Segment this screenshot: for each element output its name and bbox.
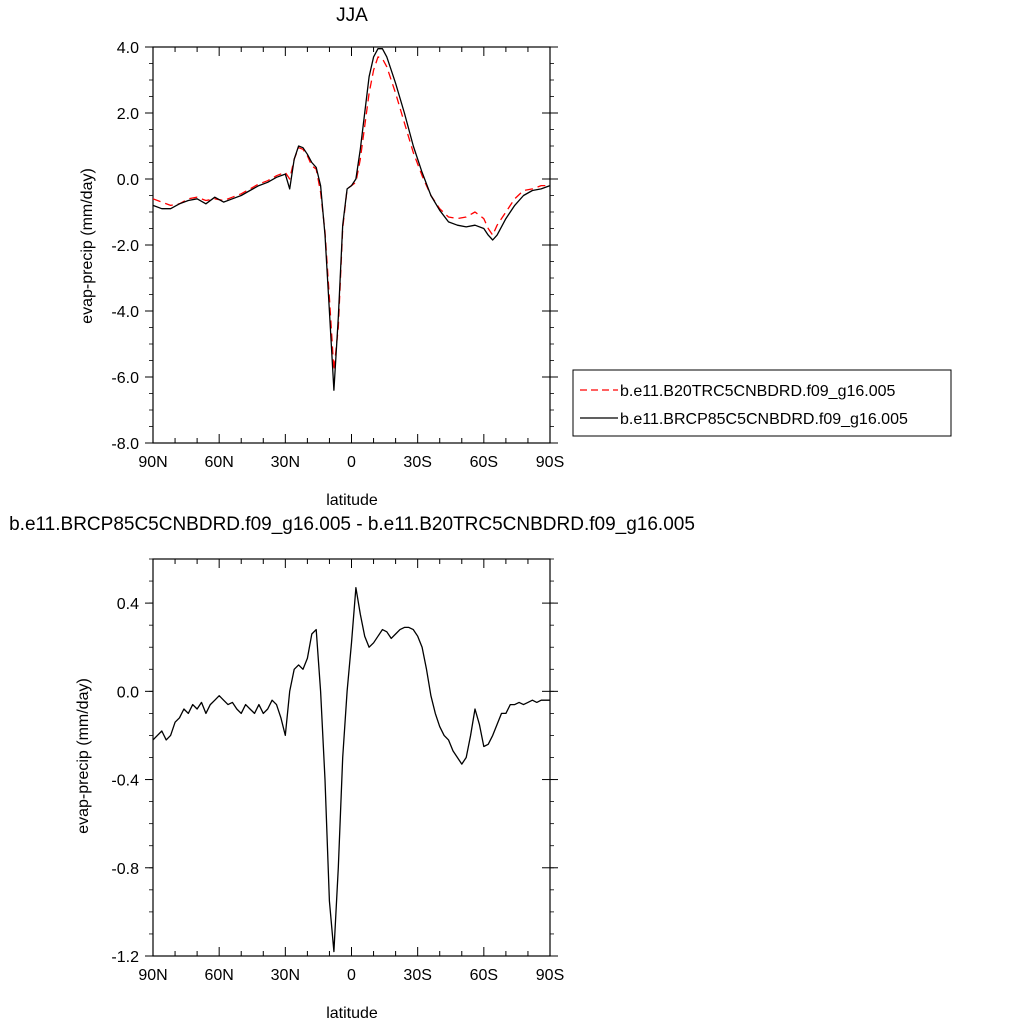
- top-x-tick-label: 30N: [271, 454, 300, 471]
- bottom-panel: b.e11.BRCP85C5CNBDRD.f09_g16.005 - b.e11…: [9, 514, 695, 1022]
- top-y-tick-label: -2.0: [111, 238, 139, 255]
- bottom-series-line-0: [152, 587, 550, 953]
- bottom-plot-frame: [152, 558, 551, 957]
- bottom-y-tick-label: 0.0: [117, 684, 139, 701]
- bottom-x-tick-label: 30N: [271, 967, 300, 984]
- bottom-plot-area: 90N 60N 30N 0 30S 60S 90S -1.2 -0.8 -0.4 0.0 0.4: [111, 558, 564, 984]
- top-series-line-1: [152, 48, 551, 391]
- top-x-tick-label: 60S: [470, 454, 498, 471]
- legend-label-historical: b.e11.B20TRC5CNBDRD.f09_g16.005: [620, 383, 896, 400]
- top-plot-area: 90N 60N 30N 0 30S 60S 90S -8.0 -6.0 -4.0 -2.0 0.0 2.…: [111, 40, 564, 471]
- top-y-tick-label: -4.0: [111, 304, 139, 321]
- bottom-y-tick-label: -0.8: [111, 861, 139, 878]
- top-series-line-0: [152, 56, 550, 372]
- top-y-axis-label: evap-precip (mm/day): [79, 168, 96, 324]
- top-y-tick-label: -6.0: [111, 370, 139, 387]
- bottom-x-axis-label: latitude: [326, 1005, 378, 1022]
- top-y-tick-label: 4.0: [117, 40, 139, 57]
- top-chart-title: JJA: [336, 5, 368, 26]
- top-plot-frame: [152, 46, 551, 444]
- top-x-tick-label: 60N: [204, 454, 233, 471]
- top-panel: JJA 90N 60N 30N 0 30S 60S 90S -8.0 -6.0 -4.0 -2.0 0…: [79, 5, 952, 509]
- top-x-axis-label: latitude: [326, 492, 378, 509]
- bottom-x-tick-label: 60S: [470, 967, 498, 984]
- legend-label-rcp85: b.e11.BRCP85C5CNBDRD.f09_g16.005: [620, 411, 908, 428]
- top-y-tick-label: 0.0: [117, 172, 139, 189]
- top-x-tick-label: 30S: [403, 454, 431, 471]
- bottom-x-tick-label: 60N: [204, 967, 233, 984]
- bottom-y-axis-label: evap-precip (mm/day): [75, 678, 92, 834]
- top-y-tick-label: -8.0: [111, 436, 139, 453]
- legend: b.e11.B20TRC5CNBDRD.f09_g16.005 b.e11.BR…: [572, 369, 952, 437]
- top-y-tick-label: 2.0: [117, 106, 139, 123]
- bottom-x-tick-label: 90N: [138, 967, 167, 984]
- bottom-x-tick-label: 90S: [536, 967, 564, 984]
- bottom-x-tick-label: 0: [347, 967, 356, 984]
- bottom-y-tick-label: -0.4: [111, 773, 139, 790]
- bottom-x-tick-label: 30S: [403, 967, 431, 984]
- bottom-y-tick-label: -1.2: [111, 949, 139, 966]
- bottom-y-tick-label: 0.4: [117, 596, 139, 613]
- top-x-tick-label: 0: [347, 454, 356, 471]
- top-x-tick-label: 90S: [536, 454, 564, 471]
- top-x-tick-label: 90N: [138, 454, 167, 471]
- bottom-chart-title: b.e11.BRCP85C5CNBDRD.f09_g16.005 - b.e11…: [9, 514, 695, 535]
- legend-box: [572, 369, 952, 437]
